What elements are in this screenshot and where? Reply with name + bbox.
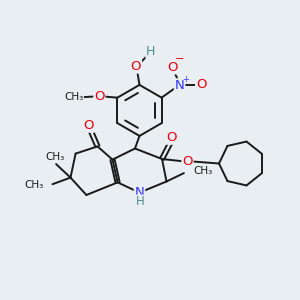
Text: O: O [167, 61, 178, 74]
Text: +: + [182, 74, 189, 83]
Text: O: O [166, 131, 177, 144]
Text: O: O [131, 60, 141, 73]
Text: CH₃: CH₃ [64, 92, 83, 102]
Text: CH₃: CH₃ [24, 180, 44, 190]
Text: O: O [94, 90, 105, 103]
Text: N: N [135, 186, 144, 199]
Text: O: O [83, 119, 94, 132]
Text: −: − [175, 54, 184, 64]
Text: N: N [175, 79, 184, 92]
Text: O: O [196, 78, 206, 91]
Text: H: H [146, 45, 156, 58]
Text: O: O [182, 155, 193, 168]
Text: CH₃: CH₃ [193, 166, 212, 176]
Text: CH₃: CH₃ [45, 152, 64, 163]
Text: H: H [136, 195, 145, 208]
